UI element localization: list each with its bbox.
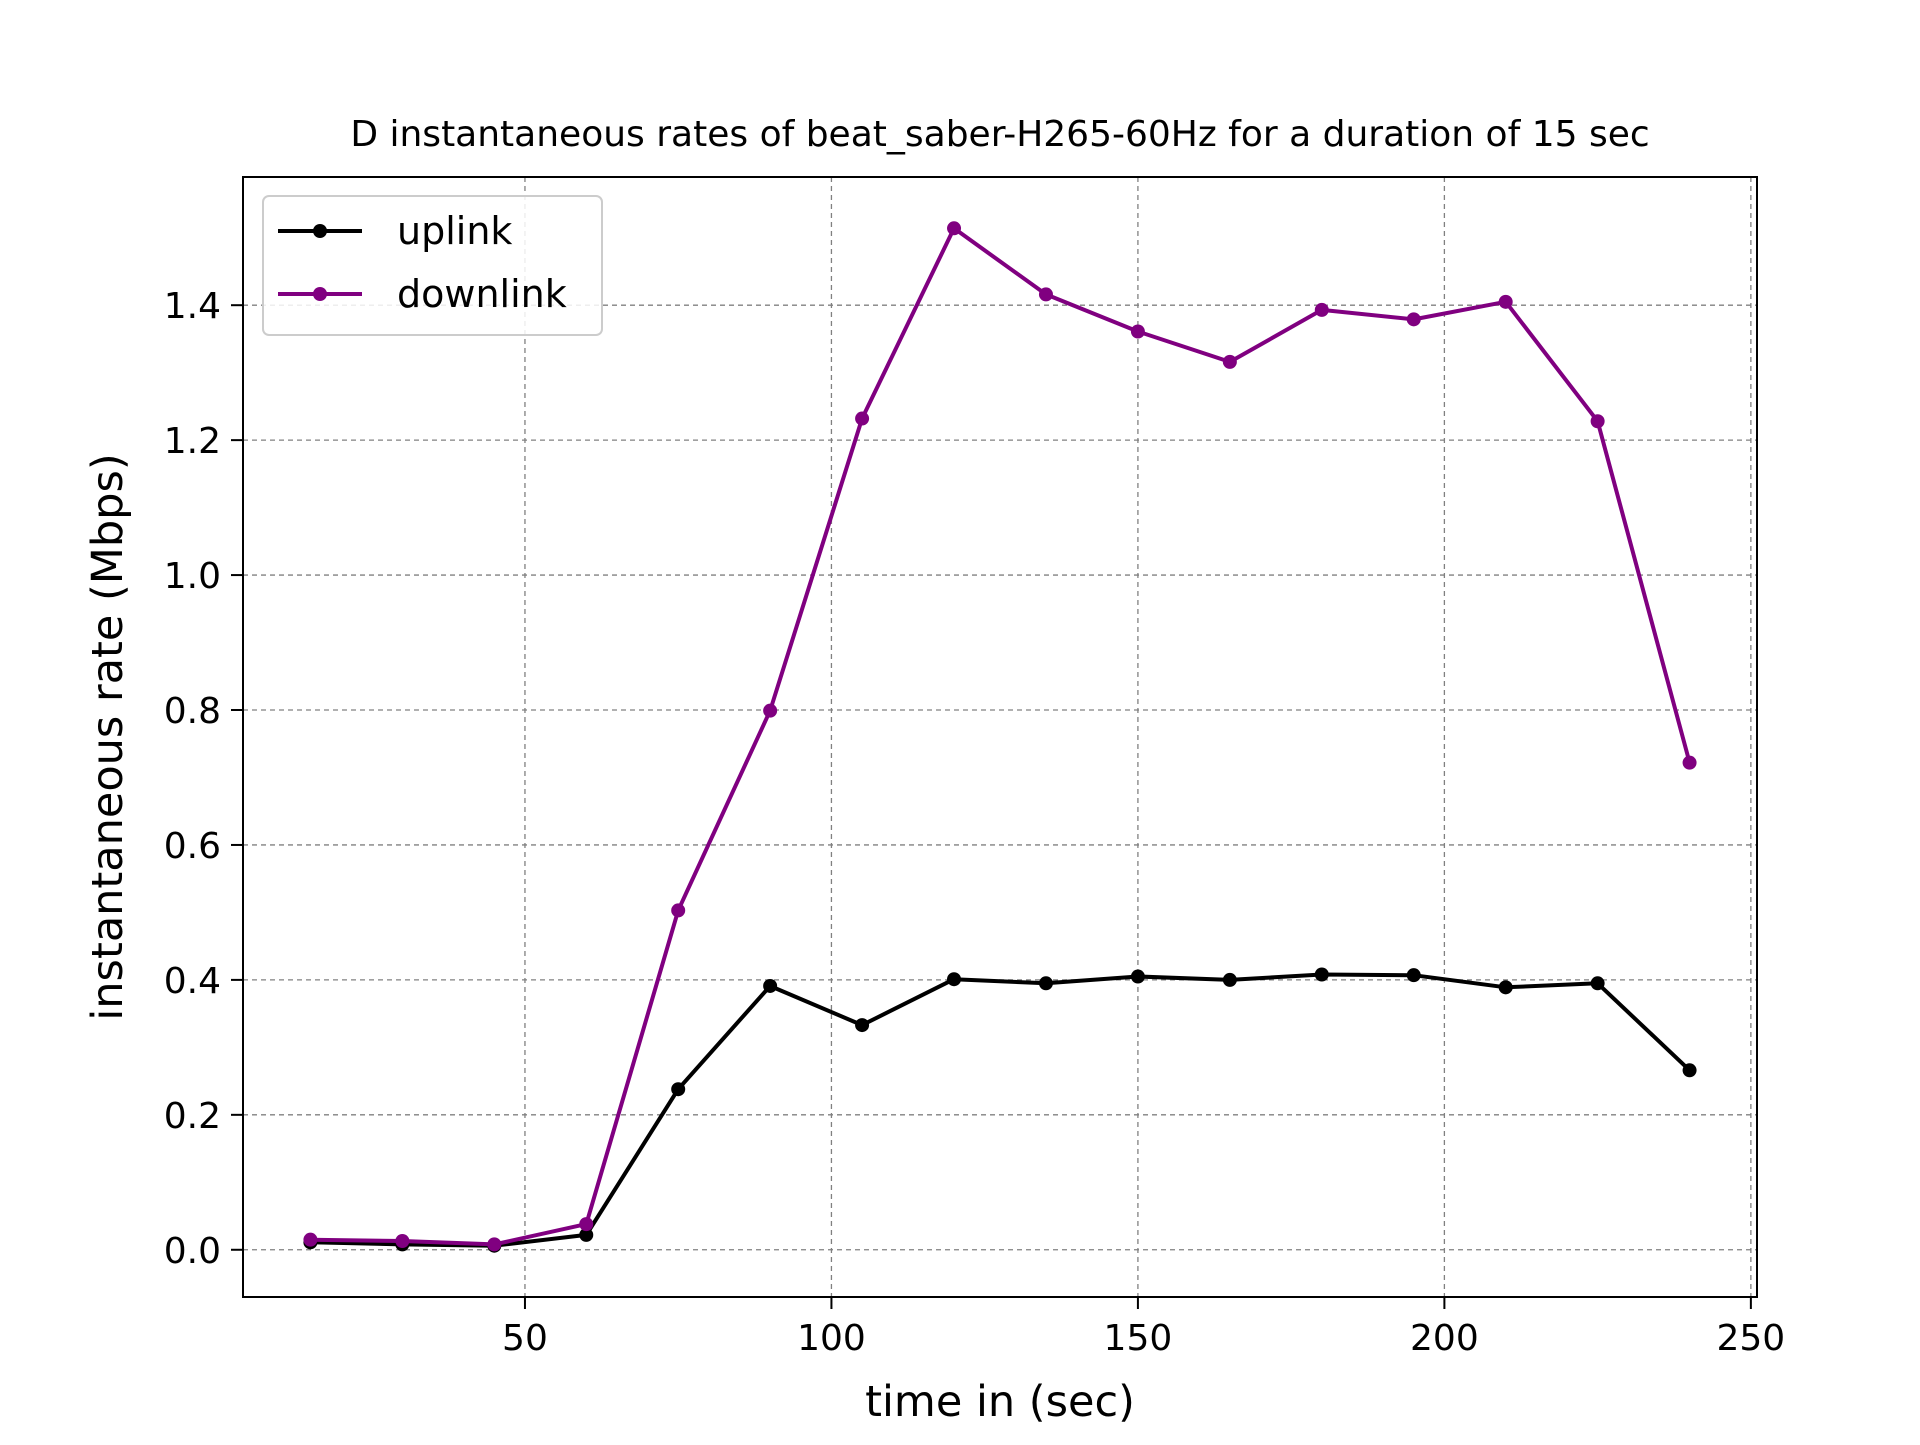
downlink-point (395, 1234, 410, 1248)
legend-item-downlink: downlink (278, 272, 567, 316)
x-tick-label: 100 (797, 1318, 866, 1359)
legend-label: downlink (397, 272, 567, 316)
downlink-point (1682, 755, 1697, 770)
downlink-point (1498, 294, 1513, 309)
x-tick-label: 200 (1410, 1318, 1479, 1359)
downlink-point (671, 903, 686, 918)
uplink-point (1314, 967, 1329, 982)
downlink-point (303, 1232, 318, 1247)
uplink-point (763, 978, 778, 993)
uplink-point (947, 972, 962, 987)
downlink-point (947, 221, 962, 236)
uplink-point (1406, 968, 1421, 983)
downlink-point (487, 1237, 502, 1252)
uplink-point (579, 1227, 594, 1242)
downlink-point (1222, 354, 1237, 369)
downlink-point (855, 411, 870, 426)
series-downlink (303, 221, 1697, 1252)
y-tick-label: 0.2 (164, 1096, 221, 1137)
uplink-point (1682, 1063, 1697, 1078)
legend-marker (313, 224, 327, 238)
y-tick-label: 0.0 (164, 1231, 221, 1272)
uplink-point (1130, 969, 1145, 984)
axes-frame (242, 176, 1758, 1298)
uplink-line (310, 972, 1691, 1248)
y-tick-label: 1.4 (164, 286, 221, 327)
downlink-point (1590, 414, 1605, 429)
x-tick-label: 50 (502, 1318, 548, 1359)
downlink-point (1038, 287, 1053, 302)
downlink-line (310, 226, 1692, 1247)
uplink-point (855, 1018, 870, 1033)
uplink-point (1222, 972, 1237, 987)
plot-series (303, 221, 1697, 1253)
downlink-point (1130, 324, 1145, 339)
y-tick-label: 0.4 (164, 961, 221, 1002)
legend-item-uplink: uplink (278, 209, 512, 253)
uplink-point (1038, 976, 1053, 991)
legend: uplink downlink (262, 195, 603, 336)
x-tick-label: 150 (1104, 1318, 1173, 1359)
axis-ticks: 50 100 150 200 250 0.0 0.2 0.4 0.6 0.8 1.0 1.2 1.4 (164, 286, 1785, 1359)
downlink-point (579, 1217, 594, 1232)
legend-label: uplink (397, 209, 512, 253)
downlink-point (1314, 302, 1329, 317)
x-tick-label: 250 (1717, 1318, 1786, 1359)
y-axis-label: instantaneous rate (Mbps) (83, 453, 133, 1020)
uplink-point (671, 1082, 686, 1097)
y-tick-label: 0.6 (164, 826, 221, 867)
uplink-point (1498, 980, 1513, 995)
chart-title: D instantaneous rates of beat_saber-H265… (350, 114, 1649, 155)
y-tick-label: 0.8 (164, 691, 221, 732)
legend-marker (313, 287, 327, 301)
downlink-point (1406, 312, 1421, 327)
y-tick-label: 1.2 (164, 421, 221, 462)
uplink-point (1590, 976, 1605, 991)
x-axis-label: time in (sec) (865, 1377, 1135, 1427)
downlink-point (763, 703, 778, 718)
y-tick-label: 1.0 (164, 556, 221, 597)
